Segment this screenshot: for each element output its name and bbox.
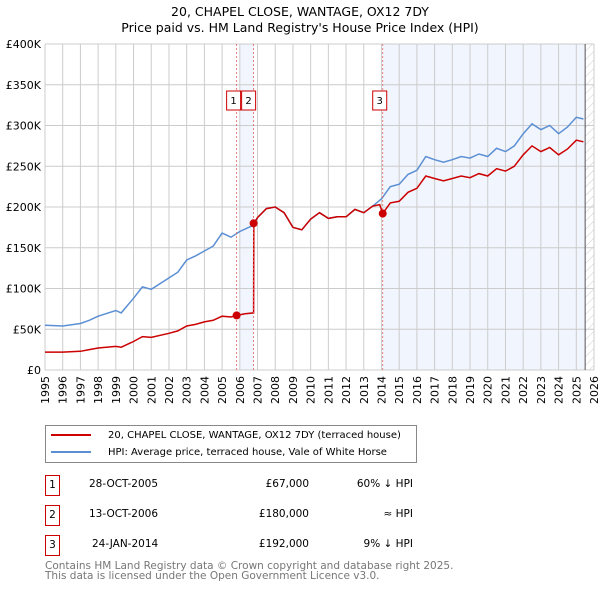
- x-tick-label: 2018: [446, 376, 459, 404]
- sale-label-box: [226, 90, 242, 111]
- x-tick-label: 2004: [198, 376, 211, 404]
- marker-badge: 2: [45, 505, 60, 526]
- x-tick-label: 2014: [375, 376, 388, 404]
- x-tick-label: 2001: [145, 376, 158, 404]
- x-tick-label: 2020: [482, 376, 495, 404]
- y-tick-label: £350K: [6, 79, 42, 92]
- legend-item-hpi: HPI: Average price, terraced house, Vale…: [46, 444, 387, 460]
- hpi-relation: 9% ↓ HPI: [363, 538, 413, 550]
- x-tick-label: 2022: [517, 376, 530, 404]
- x-tick-label: 2019: [464, 376, 477, 404]
- x-tick-label: 2025: [570, 376, 583, 404]
- copyright-text: Contains HM Land Registry data © Crown c…: [45, 560, 454, 572]
- sale-label: 2: [245, 96, 251, 107]
- hpi-relation: 60% ↓ HPI: [356, 478, 413, 490]
- legend-label: HPI: Average price, terraced house, Vale…: [108, 446, 387, 458]
- sale-date: 28-OCT-2005: [89, 478, 158, 490]
- y-tick-label: £150K: [6, 242, 42, 255]
- y-tick-label: £0: [27, 364, 41, 377]
- marker-badge: 1: [45, 475, 60, 496]
- x-tick-label: 2007: [252, 376, 265, 404]
- sale-price: £180,000: [258, 508, 309, 520]
- legend-swatch-blue: [51, 451, 91, 453]
- licence-text: This data is licensed under the Open Gov…: [45, 570, 380, 582]
- sale-price: £192,000: [258, 538, 309, 550]
- y-tick-label: £100K: [6, 283, 42, 296]
- legend-label: 20, CHAPEL CLOSE, WANTAGE, OX12 7DY (ter…: [108, 429, 401, 441]
- x-tick-label: 1999: [110, 376, 123, 404]
- x-tick-label: 2012: [340, 376, 353, 404]
- chart-subtitle: Price paid vs. HM Land Registry's House …: [121, 20, 479, 35]
- marker-badge: 3: [45, 535, 60, 556]
- sale-label: 3: [377, 96, 383, 107]
- x-tick-label: 2024: [553, 376, 566, 404]
- legend: 20, CHAPEL CLOSE, WANTAGE, OX12 7DY (ter…: [45, 425, 417, 463]
- sale-point: [378, 209, 387, 218]
- x-tick-label: 2003: [181, 376, 194, 404]
- sale-point: [249, 219, 258, 228]
- x-tick-label: 2000: [128, 376, 141, 404]
- y-tick-label: £400K: [6, 38, 42, 51]
- x-tick-label: 2005: [216, 376, 229, 404]
- y-tick-label: £50K: [13, 323, 42, 336]
- y-tick-label: £200K: [6, 201, 42, 214]
- sale-label-box: [241, 90, 257, 111]
- sale-date: 24-JAN-2014: [92, 538, 159, 550]
- x-tick-label: 1996: [57, 376, 70, 404]
- x-tick-label: 2026: [588, 376, 600, 404]
- x-tick-label: 2017: [429, 376, 442, 404]
- x-tick-label: 2002: [163, 376, 176, 404]
- x-tick-label: 1998: [92, 376, 105, 404]
- sale-price: £67,000: [265, 478, 309, 490]
- sale-point: [232, 311, 241, 320]
- sale-label-box: [372, 90, 388, 111]
- x-tick-label: 2023: [535, 376, 548, 404]
- hpi-relation: ≈ HPI: [383, 508, 413, 520]
- x-tick-label: 2013: [358, 376, 371, 404]
- sale-date: 13-OCT-2006: [89, 508, 158, 520]
- x-tick-label: 2011: [322, 376, 335, 404]
- transaction-row: 3 24-JAN-2014 £192,000 9% ↓ HPI: [45, 535, 445, 556]
- x-tick-label: 2009: [287, 376, 300, 404]
- x-tick-label: 2015: [393, 376, 406, 404]
- x-tick-label: 1995: [39, 376, 52, 404]
- chart-area: 1995 1996 1997 1998 1999 2000 2001 2002 2003 2004…: [6, 38, 600, 404]
- y-tick-label: £250K: [6, 160, 42, 173]
- x-tick-label: 2016: [411, 376, 424, 404]
- x-tick-label: 2021: [499, 376, 512, 404]
- y-tick-label: £300K: [6, 120, 42, 133]
- legend-swatch-red: [51, 434, 91, 436]
- property-price-line: [45, 139, 584, 353]
- footer: Contains HM Land Registry data © Crown c…: [45, 560, 454, 582]
- chart-title: 20, CHAPEL CLOSE, WANTAGE, OX12 7DY: [171, 4, 429, 19]
- legend-item-property: 20, CHAPEL CLOSE, WANTAGE, OX12 7DY (ter…: [46, 427, 401, 443]
- x-tick-label: 1997: [74, 376, 87, 404]
- x-tick-label: 2010: [305, 376, 318, 404]
- x-tick-label: 2006: [234, 376, 247, 404]
- sale-label: 1: [230, 96, 236, 107]
- x-tick-label: 2008: [269, 376, 282, 404]
- transaction-row: 2 13-OCT-2006 £180,000 ≈ HPI: [45, 505, 445, 526]
- transaction-row: 1 28-OCT-2005 £67,000 60% ↓ HPI: [45, 475, 445, 496]
